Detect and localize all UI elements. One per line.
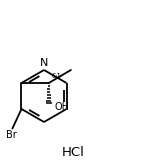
Text: N: N	[40, 58, 48, 68]
Text: OH: OH	[54, 102, 69, 112]
Text: &1: &1	[52, 73, 62, 79]
Text: HCl: HCl	[62, 146, 84, 159]
Text: Br: Br	[6, 131, 17, 140]
